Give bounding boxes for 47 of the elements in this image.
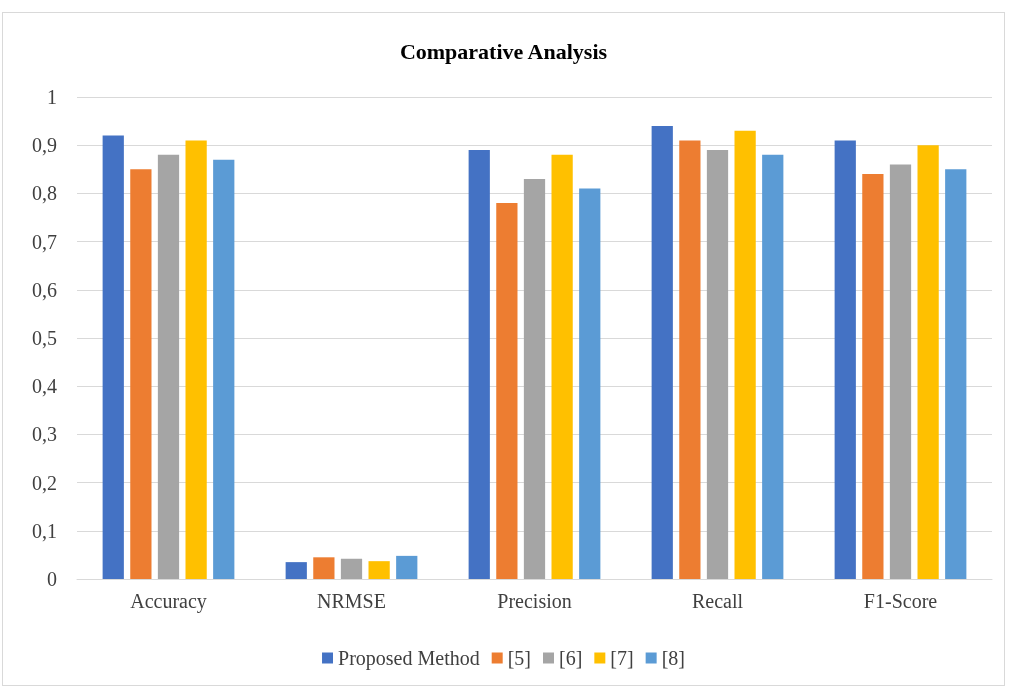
bar [496,203,518,579]
bar [551,154,573,579]
bar [679,140,701,579]
y-tick-label: 1 [47,86,57,108]
bar [889,164,912,579]
legend-label: [8] [661,647,685,669]
x-tick-label: Accuracy [130,590,207,613]
bar [762,154,784,579]
legend-label: Proposed Method [338,647,480,670]
x-tick-label: Precision [497,590,572,612]
y-tick-label: 0,2 [32,471,57,494]
bar [185,140,207,579]
y-tick-label: 0,5 [32,327,57,349]
bar [734,130,756,579]
y-tick-label: 0,8 [32,182,57,205]
bar [368,561,390,579]
legend-label: [7] [610,647,634,669]
y-tick-label: 0,6 [32,278,57,301]
y-tick-label: 0,1 [32,519,57,542]
bar [523,178,546,579]
y-tick-label: 0,4 [32,375,57,398]
bar [157,154,180,579]
x-tick-label: NRMSE [317,590,386,612]
bar [102,135,124,579]
bar [945,169,967,579]
bar [706,150,729,579]
bar [340,558,363,579]
bar [285,562,307,579]
bar [834,140,856,579]
x-tick-label: Recall [691,590,744,612]
legend-label: [5] [507,647,532,669]
y-tick-label: 0 [47,568,57,590]
y-tick-label: 0,9 [32,134,57,157]
bar [213,159,235,579]
chart-title: Comparative Analysis [399,38,608,64]
bar [579,188,601,579]
legend-label: [6] [559,647,583,669]
y-tick-label: 0,7 [32,230,57,253]
bar [468,150,490,579]
bar [130,169,152,579]
x-tick-label: F1-Score [863,590,938,612]
bar [651,125,673,579]
bar [396,555,418,579]
bar [862,174,884,579]
y-tick-label: 0,3 [32,423,57,446]
bar [313,557,335,579]
bar [917,145,939,579]
